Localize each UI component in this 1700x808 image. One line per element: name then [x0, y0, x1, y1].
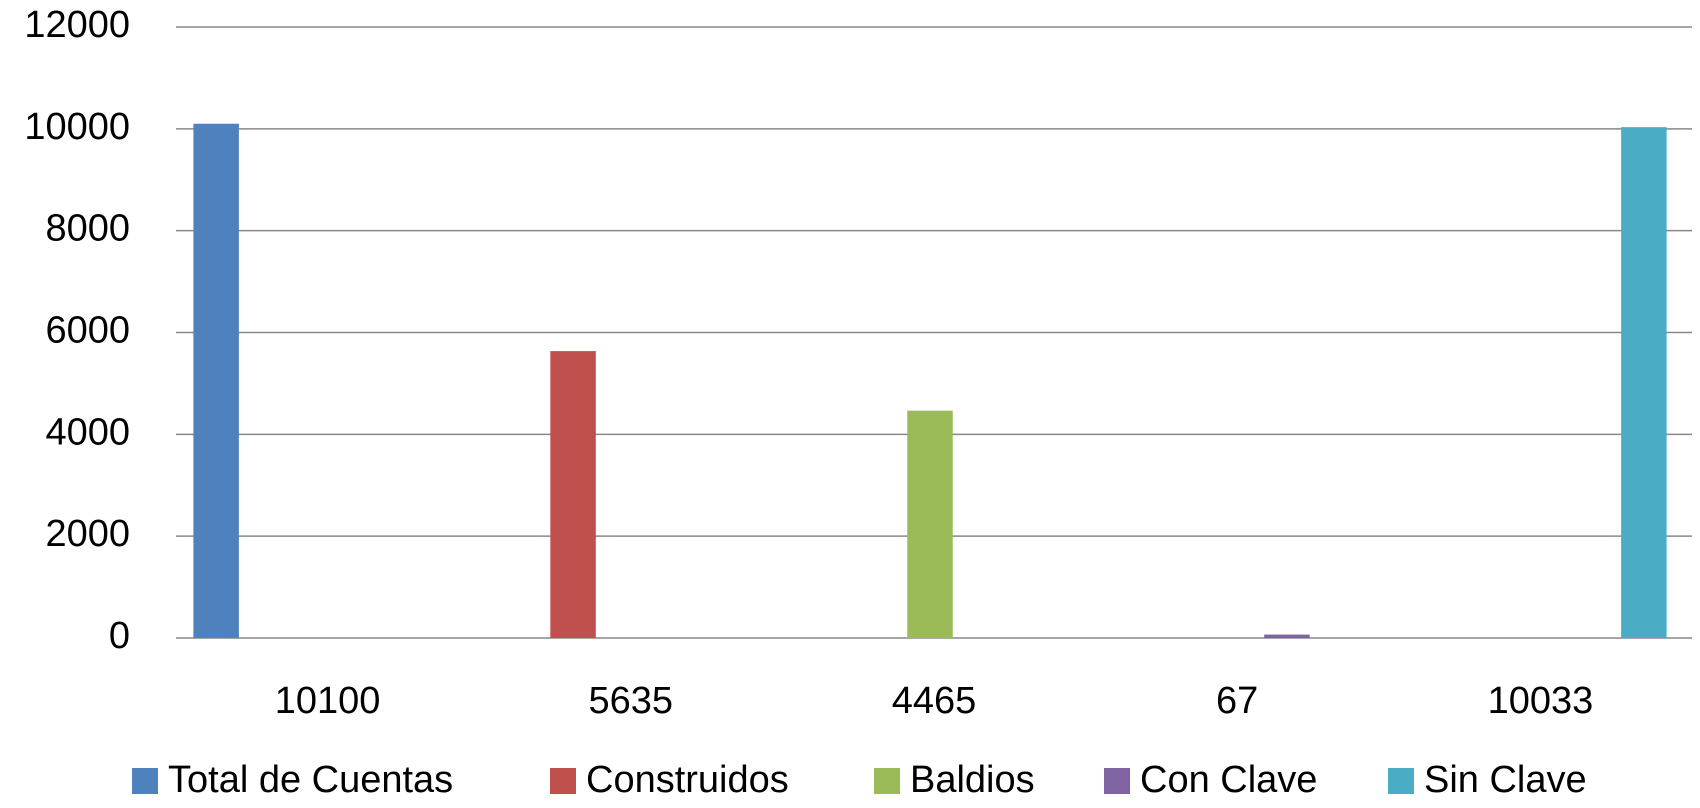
bar [550, 351, 596, 638]
x-tick-label: 5635 [589, 680, 674, 722]
x-tick-label: 10033 [1488, 680, 1594, 722]
legend-label: Sin Clave [1424, 759, 1587, 801]
y-tick-label: 8000 [45, 208, 130, 250]
bar [907, 410, 953, 638]
x-tick-label: 67 [1216, 680, 1258, 722]
x-tick-label: 4465 [892, 680, 977, 722]
legend-label: Total de Cuentas [168, 759, 453, 801]
y-tick-label: 6000 [45, 310, 130, 352]
legend-swatch [874, 768, 900, 794]
bar [1264, 634, 1310, 638]
y-tick-label: 0 [109, 615, 130, 657]
y-tick-label: 10000 [24, 106, 130, 148]
y-tick-label: 2000 [45, 513, 130, 555]
y-tick-label: 12000 [24, 4, 130, 46]
bar [1621, 127, 1667, 639]
legend-label: Construidos [586, 759, 789, 801]
legend-swatch [1104, 768, 1130, 794]
y-tick-label: 4000 [45, 411, 130, 453]
legend-swatch [550, 768, 576, 794]
x-tick-label: 10100 [275, 680, 381, 722]
legend-label: Baldios [910, 759, 1035, 801]
legend-swatch [1388, 768, 1414, 794]
legend-label: Con Clave [1140, 759, 1317, 801]
bar [193, 123, 239, 638]
legend-swatch [132, 768, 158, 794]
